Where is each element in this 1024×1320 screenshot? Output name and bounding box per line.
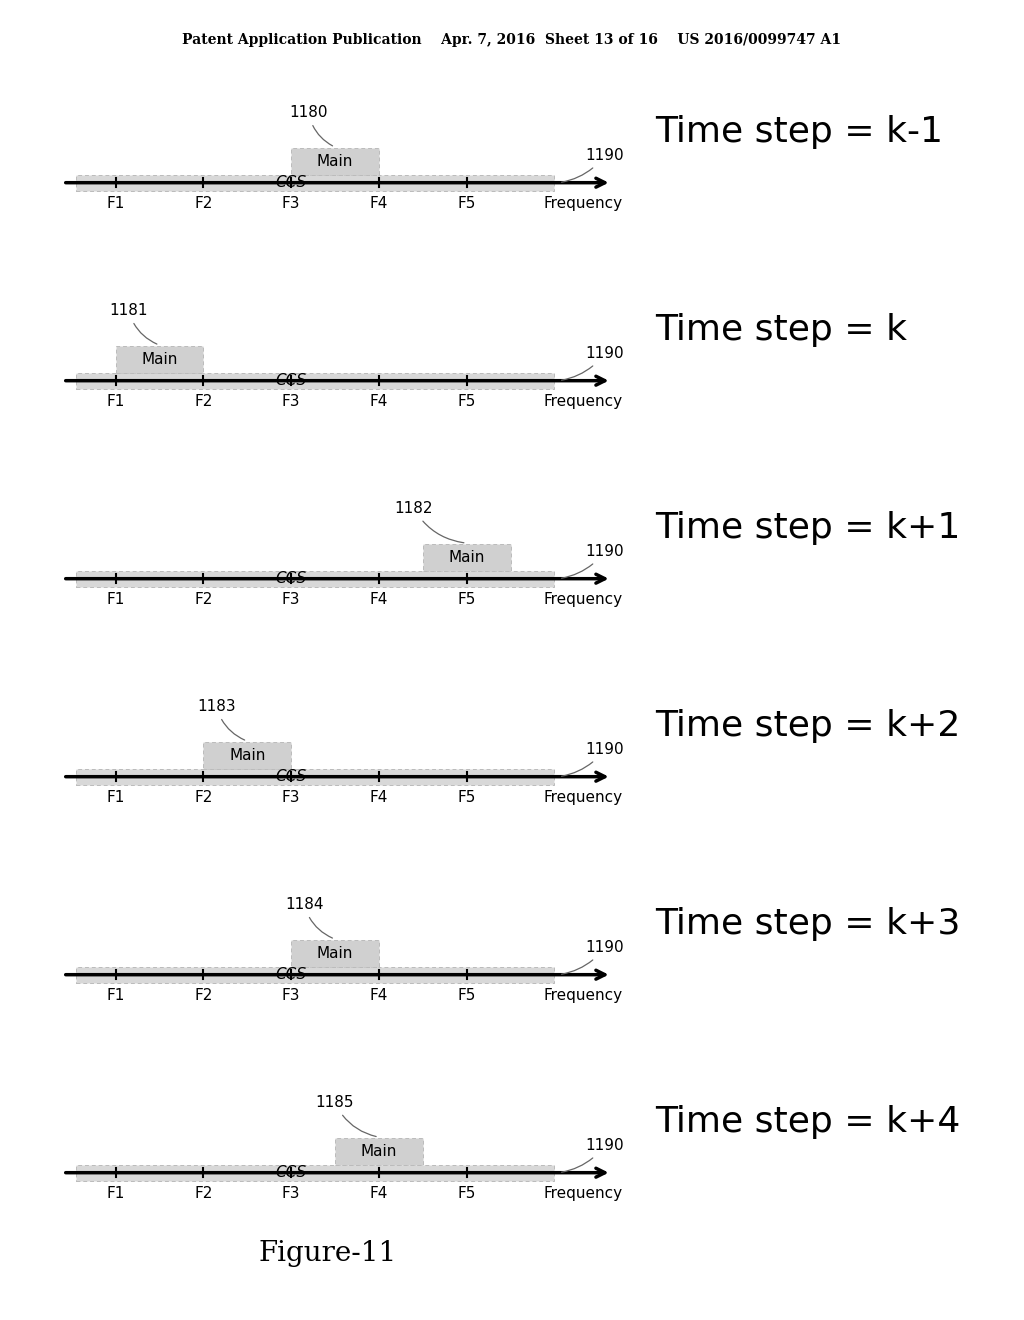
Bar bbox=[423, 544, 511, 570]
Text: CCS: CCS bbox=[275, 1166, 306, 1180]
Bar bbox=[204, 742, 291, 768]
Bar bbox=[76, 966, 554, 983]
Text: F4: F4 bbox=[370, 393, 388, 409]
Text: Main: Main bbox=[229, 748, 265, 763]
Text: CCS: CCS bbox=[275, 374, 306, 388]
Text: 1184: 1184 bbox=[285, 898, 333, 939]
Text: F3: F3 bbox=[282, 987, 300, 1003]
Text: Frequency: Frequency bbox=[544, 789, 623, 805]
Text: F3: F3 bbox=[282, 789, 300, 805]
Bar bbox=[291, 148, 379, 174]
Text: 1185: 1185 bbox=[315, 1096, 376, 1137]
Bar bbox=[76, 372, 554, 389]
Text: Frequency: Frequency bbox=[544, 1185, 623, 1201]
Text: F3: F3 bbox=[282, 195, 300, 211]
Bar bbox=[335, 1138, 423, 1164]
Text: 1180: 1180 bbox=[290, 106, 333, 147]
Text: Time step = k+4: Time step = k+4 bbox=[655, 1105, 961, 1139]
Text: CCS: CCS bbox=[275, 770, 306, 784]
Text: F5: F5 bbox=[458, 591, 476, 607]
Bar bbox=[291, 940, 379, 966]
Text: Main: Main bbox=[316, 946, 353, 961]
Text: Patent Application Publication    Apr. 7, 2016  Sheet 13 of 16    US 2016/009974: Patent Application Publication Apr. 7, 2… bbox=[182, 33, 842, 48]
Text: F2: F2 bbox=[195, 195, 213, 211]
Text: F2: F2 bbox=[195, 393, 213, 409]
Text: 1181: 1181 bbox=[110, 304, 157, 345]
Text: F2: F2 bbox=[195, 1185, 213, 1201]
Text: 1182: 1182 bbox=[394, 502, 464, 543]
Text: 1190: 1190 bbox=[561, 544, 624, 578]
Text: CCS: CCS bbox=[275, 572, 306, 586]
Text: F4: F4 bbox=[370, 1185, 388, 1201]
Text: F3: F3 bbox=[282, 1185, 300, 1201]
Text: F4: F4 bbox=[370, 789, 388, 805]
Text: F5: F5 bbox=[458, 987, 476, 1003]
Text: Main: Main bbox=[316, 154, 353, 169]
Text: Time step = k+1: Time step = k+1 bbox=[655, 511, 961, 545]
Text: Frequency: Frequency bbox=[544, 393, 623, 409]
Text: Main: Main bbox=[449, 550, 484, 565]
Text: 1190: 1190 bbox=[561, 940, 624, 974]
Text: CCS: CCS bbox=[275, 968, 306, 982]
Text: F5: F5 bbox=[458, 789, 476, 805]
Text: Frequency: Frequency bbox=[544, 195, 623, 211]
Text: Time step = k-1: Time step = k-1 bbox=[655, 115, 943, 149]
Text: F4: F4 bbox=[370, 591, 388, 607]
Text: F2: F2 bbox=[195, 591, 213, 607]
Text: Frequency: Frequency bbox=[544, 987, 623, 1003]
Text: 1190: 1190 bbox=[561, 148, 624, 182]
Text: F5: F5 bbox=[458, 195, 476, 211]
Text: Frequency: Frequency bbox=[544, 591, 623, 607]
Text: Main: Main bbox=[360, 1144, 397, 1159]
Text: F1: F1 bbox=[106, 1185, 125, 1201]
Text: 1190: 1190 bbox=[561, 742, 624, 776]
Text: F4: F4 bbox=[370, 195, 388, 211]
Text: F3: F3 bbox=[282, 393, 300, 409]
Bar bbox=[76, 174, 554, 191]
Text: F1: F1 bbox=[106, 789, 125, 805]
Text: F5: F5 bbox=[458, 393, 476, 409]
Text: 1183: 1183 bbox=[198, 700, 245, 741]
Text: F1: F1 bbox=[106, 987, 125, 1003]
Text: F1: F1 bbox=[106, 195, 125, 211]
Text: F1: F1 bbox=[106, 591, 125, 607]
Text: CCS: CCS bbox=[275, 176, 306, 190]
Text: Figure-11: Figure-11 bbox=[258, 1241, 397, 1267]
Text: 1190: 1190 bbox=[561, 346, 624, 380]
Text: F1: F1 bbox=[106, 393, 125, 409]
Text: Time step = k+2: Time step = k+2 bbox=[655, 709, 961, 743]
Text: F2: F2 bbox=[195, 789, 213, 805]
Bar bbox=[76, 768, 554, 785]
Text: F2: F2 bbox=[195, 987, 213, 1003]
Text: Time step = k: Time step = k bbox=[655, 313, 907, 347]
Bar bbox=[116, 346, 204, 372]
Bar bbox=[76, 570, 554, 587]
Text: Time step = k+3: Time step = k+3 bbox=[655, 907, 961, 941]
Text: F5: F5 bbox=[458, 1185, 476, 1201]
Text: F4: F4 bbox=[370, 987, 388, 1003]
Text: F3: F3 bbox=[282, 591, 300, 607]
Text: 1190: 1190 bbox=[561, 1138, 624, 1172]
Text: Main: Main bbox=[141, 352, 177, 367]
Bar bbox=[76, 1164, 554, 1181]
